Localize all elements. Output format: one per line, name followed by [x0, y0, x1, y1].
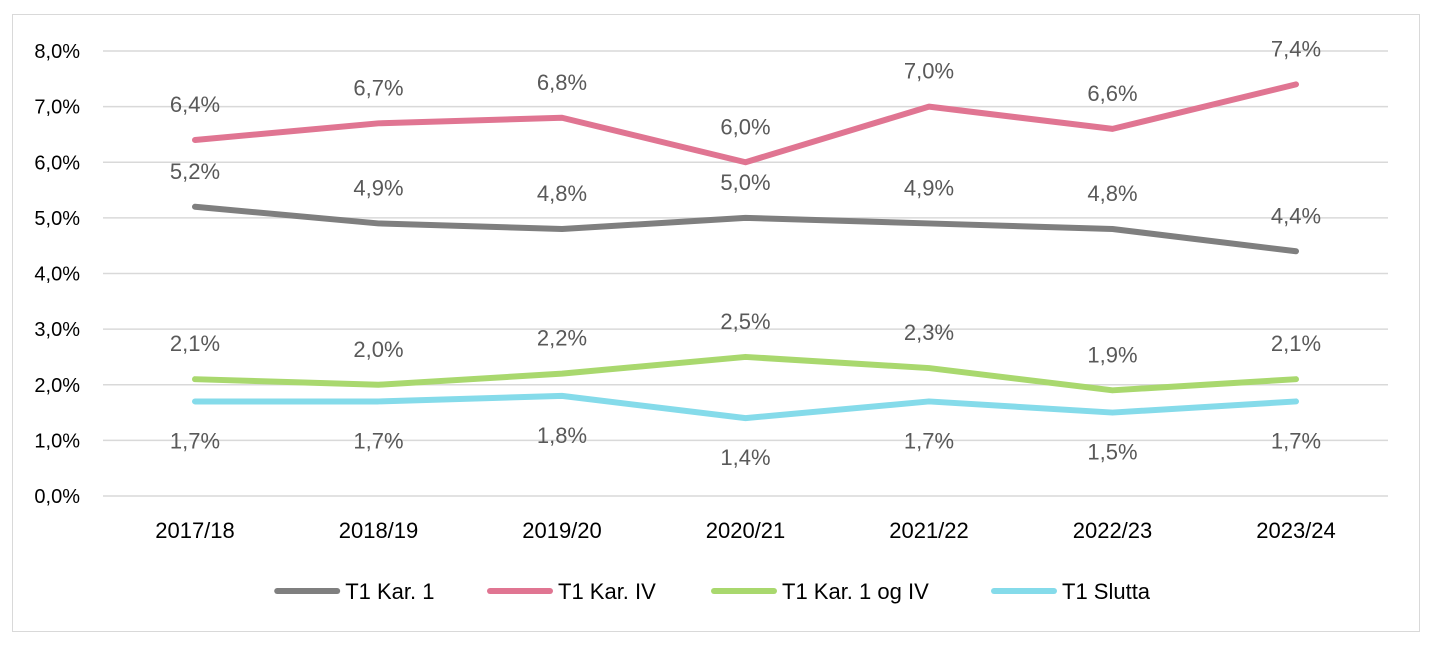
- data-label: 1,7%: [353, 428, 403, 453]
- series-line: [192, 353, 1299, 394]
- data-label: 4,4%: [1271, 203, 1321, 228]
- data-label: 1,9%: [1087, 342, 1137, 367]
- data-label: 4,9%: [353, 175, 403, 200]
- data-label: 1,8%: [537, 423, 587, 448]
- series-lines: [192, 81, 1299, 422]
- x-tick-label: 2019/20: [522, 518, 602, 543]
- x-tick-label: 2017/18: [155, 518, 235, 543]
- series-line: [192, 203, 1299, 255]
- data-label: 4,9%: [904, 175, 954, 200]
- data-label: 6,8%: [537, 70, 587, 95]
- series-line: [192, 392, 1299, 422]
- data-label: 1,7%: [1271, 428, 1321, 453]
- data-label: 2,3%: [904, 320, 954, 345]
- data-label: 5,2%: [170, 159, 220, 184]
- x-tick-label: 2022/23: [1073, 518, 1153, 543]
- data-label: 1,7%: [170, 428, 220, 453]
- y-tick-label: 1,0%: [34, 430, 80, 452]
- legend: T1 Kar. 1 T1 Kar. IV T1 Kar. 1 og IV T1 Slu…: [274, 579, 1151, 604]
- x-tick-label: 2020/21: [706, 518, 786, 543]
- series-line: [192, 81, 1299, 166]
- data-label: 2,0%: [353, 337, 403, 362]
- x-tick-label: 2018/19: [339, 518, 419, 543]
- chart-frame: [12, 14, 1420, 632]
- x-tick-label: 2023/24: [1256, 518, 1336, 543]
- y-tick-label: 5,0%: [34, 208, 80, 230]
- legend-label: T1 Kar. IV: [558, 579, 656, 604]
- y-tick-label: 2,0%: [34, 375, 80, 397]
- data-label: 6,7%: [353, 75, 403, 100]
- y-tick-label: 3,0%: [34, 319, 80, 341]
- legend-label: T1 Kar. 1: [345, 579, 434, 604]
- x-axis: 2017/18 2018/19 2019/20 2020/21 2021/22 2022/…: [155, 518, 1336, 543]
- data-label: 2,5%: [720, 309, 770, 334]
- data-label: 1,7%: [904, 428, 954, 453]
- y-tick-label: 0,0%: [34, 486, 80, 508]
- y-tick-label: 7,0%: [34, 97, 80, 119]
- data-label: 1,5%: [1087, 440, 1137, 465]
- x-tick-label: 2021/22: [889, 518, 969, 543]
- y-axis: 0,0% 1,0% 2,0% 3,0% 4,0% 5,0% 6,0% 7,0% 8,0%: [34, 41, 80, 508]
- data-label: 2,1%: [1271, 331, 1321, 356]
- y-tick-label: 8,0%: [34, 41, 80, 63]
- data-label: 5,0%: [720, 170, 770, 195]
- y-tick-label: 6,0%: [34, 152, 80, 174]
- data-label: 4,8%: [537, 181, 587, 206]
- data-label: 6,4%: [170, 92, 220, 117]
- data-label: 2,2%: [537, 326, 587, 351]
- data-labels: 5,2% 4,9% 4,8% 5,0% 4,9% 4,8% 4,4% 6,4% 6,7% 6,8%…: [170, 36, 1321, 470]
- data-label: 6,0%: [720, 114, 770, 139]
- data-label: 6,6%: [1087, 81, 1137, 106]
- legend-label: T1 Slutta: [1062, 579, 1151, 604]
- data-label: 7,0%: [904, 59, 954, 84]
- data-label: 4,8%: [1087, 181, 1137, 206]
- data-label: 2,1%: [170, 331, 220, 356]
- y-tick-label: 4,0%: [34, 264, 80, 286]
- data-label: 1,4%: [720, 445, 770, 470]
- data-label: 7,4%: [1271, 36, 1321, 61]
- legend-label: T1 Kar. 1 og IV: [782, 579, 929, 604]
